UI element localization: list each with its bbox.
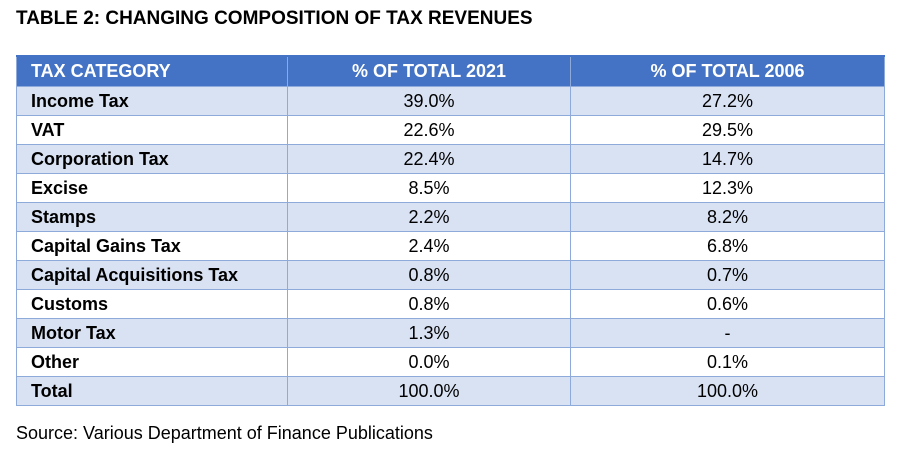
table-total-row: Total 100.0% 100.0% [16, 376, 885, 406]
tax-category-cell: Excise [16, 173, 288, 203]
column-header-pct-2021: % OF TOTAL 2021 [287, 55, 571, 87]
pct-2006-cell: 14.7% [570, 144, 885, 174]
pct-2021-cell: 2.2% [287, 202, 571, 232]
pct-2021-cell: 8.5% [287, 173, 571, 203]
tax-category-cell: Capital Gains Tax [16, 231, 288, 261]
pct-2006-cell: 27.2% [570, 86, 885, 116]
pct-2021-cell: 1.3% [287, 318, 571, 348]
table-row: Capital Acquisitions Tax 0.8% 0.7% [16, 260, 885, 290]
table-row: Motor Tax 1.3% - [16, 318, 885, 348]
tax-category-cell: Income Tax [16, 86, 288, 116]
pct-2006-cell: 12.3% [570, 173, 885, 203]
pct-2021-cell: 0.0% [287, 347, 571, 377]
tax-category-cell: Capital Acquisitions Tax [16, 260, 288, 290]
table-row: Corporation Tax 22.4% 14.7% [16, 144, 885, 174]
pct-2021-cell: 0.8% [287, 260, 571, 290]
tax-category-cell: VAT [16, 115, 288, 145]
column-header-pct-2006: % OF TOTAL 2006 [570, 55, 885, 87]
pct-2021-cell: 2.4% [287, 231, 571, 261]
pct-2006-cell: 0.1% [570, 347, 885, 377]
tax-revenue-table: TAX CATEGORY % OF TOTAL 2021 % OF TOTAL … [16, 55, 885, 406]
pct-2006-cell: 100.0% [570, 376, 885, 406]
table-row: Stamps 2.2% 8.2% [16, 202, 885, 232]
table-row: Excise 8.5% 12.3% [16, 173, 885, 203]
tax-category-cell: Total [16, 376, 288, 406]
tax-category-cell: Motor Tax [16, 318, 288, 348]
table-row: Income Tax 39.0% 27.2% [16, 86, 885, 116]
table-row: VAT 22.6% 29.5% [16, 115, 885, 145]
pct-2021-cell: 0.8% [287, 289, 571, 319]
table-row: Customs 0.8% 0.6% [16, 289, 885, 319]
table-row: Other 0.0% 0.1% [16, 347, 885, 377]
tax-category-cell: Customs [16, 289, 288, 319]
pct-2021-cell: 39.0% [287, 86, 571, 116]
pct-2021-cell: 22.4% [287, 144, 571, 174]
table-row: Capital Gains Tax 2.4% 6.8% [16, 231, 885, 261]
column-header-tax-category: TAX CATEGORY [16, 55, 288, 87]
pct-2006-cell: 6.8% [570, 231, 885, 261]
table-title: TABLE 2: CHANGING COMPOSITION OF TAX REV… [16, 8, 533, 29]
pct-2021-cell: 100.0% [287, 376, 571, 406]
tax-category-cell: Other [16, 347, 288, 377]
pct-2006-cell: - [570, 318, 885, 348]
pct-2006-cell: 29.5% [570, 115, 885, 145]
pct-2021-cell: 22.6% [287, 115, 571, 145]
tax-category-cell: Stamps [16, 202, 288, 232]
table-header-row: TAX CATEGORY % OF TOTAL 2021 % OF TOTAL … [16, 55, 885, 87]
pct-2006-cell: 8.2% [570, 202, 885, 232]
pct-2006-cell: 0.6% [570, 289, 885, 319]
tax-category-cell: Corporation Tax [16, 144, 288, 174]
pct-2006-cell: 0.7% [570, 260, 885, 290]
source-note: Source: Various Department of Finance Pu… [16, 423, 433, 443]
